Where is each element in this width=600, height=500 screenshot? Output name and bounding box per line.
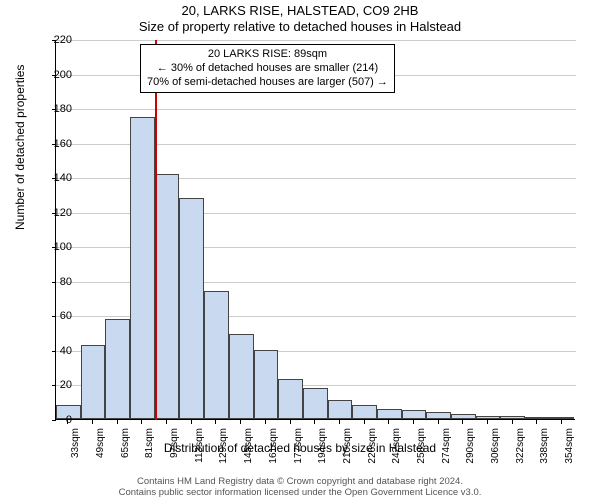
histogram-bar [328, 400, 353, 419]
annotation-line3: 70% of semi-detached houses are larger (… [147, 76, 388, 90]
histogram-bar [377, 409, 402, 419]
histogram-bar [81, 345, 106, 419]
ytick-label: 120 [42, 207, 72, 219]
ytick-label: 60 [42, 310, 72, 322]
ytick-label: 180 [42, 103, 72, 115]
xtick-mark [536, 420, 537, 424]
histogram-bar [130, 117, 155, 419]
plot-area: Number of detached properties 20 LARKS R… [55, 40, 575, 420]
x-axis-label: Distribution of detached houses by size … [0, 441, 600, 455]
xtick-mark [191, 420, 192, 424]
ytick-label: 100 [42, 241, 72, 253]
xtick-mark [290, 420, 291, 424]
xtick-mark [438, 420, 439, 424]
histogram-bar [402, 410, 427, 419]
xtick-mark [462, 420, 463, 424]
histogram-bar [179, 198, 204, 419]
xtick-mark [561, 420, 562, 424]
xtick-mark [215, 420, 216, 424]
ytick-label: 40 [42, 345, 72, 357]
xtick-mark [487, 420, 488, 424]
xtick-mark [240, 420, 241, 424]
histogram-bar [105, 319, 130, 419]
footer: Contains HM Land Registry data © Crown c… [0, 477, 600, 499]
annotation-line1: 20 LARKS RISE: 89sqm [147, 48, 388, 62]
histogram-bar [525, 417, 550, 419]
annotation-box: 20 LARKS RISE: 89sqm ← 30% of detached h… [140, 44, 395, 93]
xtick-mark [314, 420, 315, 424]
title-subtitle: Size of property relative to detached ho… [0, 19, 600, 35]
histogram-bar [254, 350, 279, 419]
histogram-bar [426, 412, 451, 419]
histogram-bar [550, 417, 575, 419]
ytick-label: 220 [42, 34, 72, 46]
histogram-bar [500, 416, 525, 419]
xtick-mark [388, 420, 389, 424]
xtick-mark [413, 420, 414, 424]
histogram-bar [303, 388, 328, 419]
reference-line [155, 40, 157, 420]
histogram-bar [451, 414, 476, 419]
ytick-label: 200 [42, 69, 72, 81]
ytick-label: 20 [42, 379, 72, 391]
histogram-bar [278, 379, 303, 419]
histogram-bar [204, 291, 229, 419]
y-axis-label: Number of detached properties [13, 65, 27, 230]
ytick-label: 160 [42, 138, 72, 150]
title-address: 20, LARKS RISE, HALSTEAD, CO9 2HB [0, 0, 600, 19]
ytick-label: 0 [42, 414, 72, 426]
annotation-line2: ← 30% of detached houses are smaller (21… [147, 62, 388, 76]
xtick-mark [512, 420, 513, 424]
chart-container: 20, LARKS RISE, HALSTEAD, CO9 2HB Size o… [0, 0, 600, 500]
xtick-mark [265, 420, 266, 424]
xtick-mark [166, 420, 167, 424]
gridline [56, 40, 576, 41]
xtick-mark [92, 420, 93, 424]
xtick-mark [117, 420, 118, 424]
histogram-bar [229, 334, 254, 419]
plot [55, 40, 575, 420]
ytick-label: 80 [42, 276, 72, 288]
xtick-mark [364, 420, 365, 424]
histogram-bar [476, 416, 501, 419]
gridline [56, 109, 576, 110]
histogram-bar [352, 405, 377, 419]
footer-line2: Contains public sector information licen… [0, 488, 600, 499]
xtick-mark [339, 420, 340, 424]
ytick-label: 140 [42, 172, 72, 184]
xtick-mark [141, 420, 142, 424]
histogram-bar [155, 174, 180, 419]
